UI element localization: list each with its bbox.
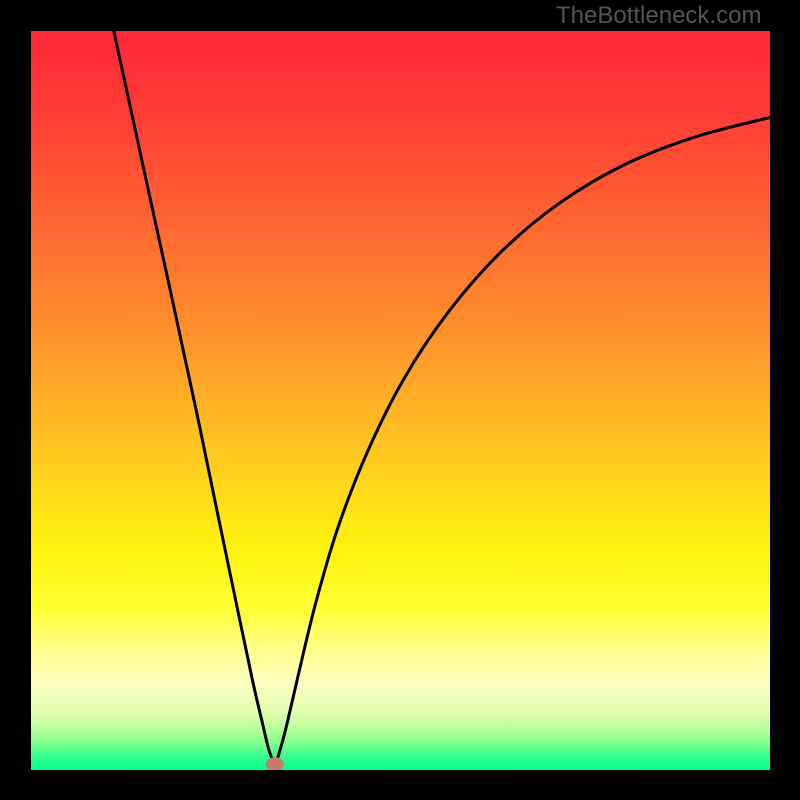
plot-area <box>31 31 770 770</box>
watermark-text: TheBottleneck.com <box>556 2 761 30</box>
